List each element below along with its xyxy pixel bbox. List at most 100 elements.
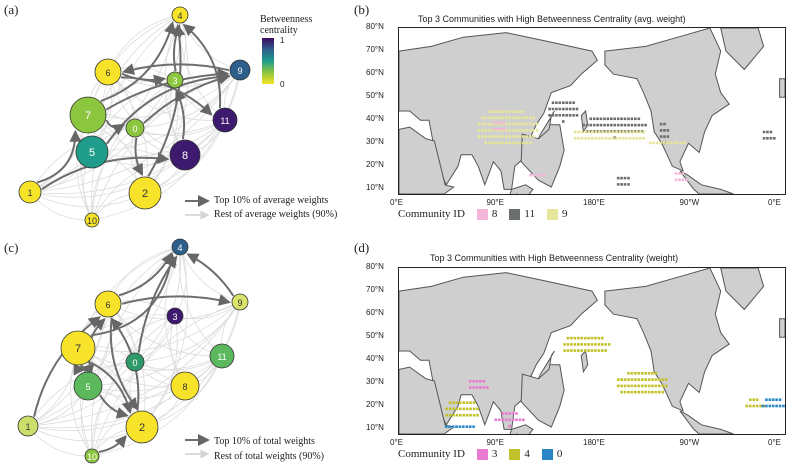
community-11-cell <box>627 117 630 121</box>
community-4-cell <box>455 401 459 404</box>
community-4-cell <box>620 378 623 381</box>
community-9-cell <box>591 130 594 134</box>
community-4-cell <box>590 336 594 340</box>
community-3-cell <box>501 412 505 415</box>
strong-edge <box>36 129 82 184</box>
node-label-6: 6 <box>105 300 110 310</box>
community-11-cell <box>599 123 603 127</box>
community-4-cell <box>627 378 630 381</box>
community-8-cell <box>502 127 506 131</box>
community-9-cell <box>518 122 522 126</box>
x-tick-label: 90°W <box>679 198 700 207</box>
community-4-cell <box>587 336 590 340</box>
legend-swatch-0 <box>541 448 553 460</box>
community-0-cell <box>782 404 785 408</box>
community-11-cell <box>616 130 620 133</box>
community-9-cell <box>635 137 639 140</box>
node-label-2: 2 <box>142 188 148 200</box>
colorbar-min: 0 <box>280 80 285 89</box>
community-9-cell <box>504 110 508 113</box>
community-8-cell <box>492 127 496 131</box>
community-11-cell <box>562 107 565 111</box>
land-islands <box>509 184 534 194</box>
community-11-cell <box>568 101 572 104</box>
community-9-cell <box>511 110 515 113</box>
community-0-cell <box>765 398 768 401</box>
community-11-cell <box>769 137 773 140</box>
node-label-2: 2 <box>139 422 145 434</box>
community-4-cell <box>448 401 452 404</box>
community-3-cell <box>508 418 511 422</box>
community-11-cell <box>630 123 634 127</box>
community-11-cell <box>637 117 641 121</box>
map-b <box>398 27 786 195</box>
community-0-cell <box>458 425 462 428</box>
community-8-cell <box>536 173 539 177</box>
weak-edge <box>144 69 241 194</box>
community-11-cell <box>565 107 568 111</box>
node-label-9: 9 <box>237 66 242 76</box>
community-11-cell <box>589 117 592 121</box>
node-2 <box>128 176 162 210</box>
community-3-cell <box>515 412 518 415</box>
community-3-cell <box>468 380 472 383</box>
community-11-cell <box>769 130 773 134</box>
community-9-cell <box>522 135 525 138</box>
node-8 <box>169 139 201 171</box>
strong-edge <box>121 294 231 306</box>
community-9-cell <box>515 141 518 145</box>
node-label-4: 4 <box>177 11 182 21</box>
community-9-cell <box>498 141 501 145</box>
node-6 <box>94 290 122 318</box>
community-9-cell <box>525 129 529 132</box>
community-0-cell <box>771 404 775 408</box>
land-australia <box>520 364 565 428</box>
community-4-cell <box>587 349 590 352</box>
community-4-cell <box>580 349 583 352</box>
community-8-cell <box>685 178 688 182</box>
community-4-cell <box>566 343 570 346</box>
community-0-cell <box>472 425 475 428</box>
community-11-cell <box>582 123 586 127</box>
community-11-cell <box>596 123 599 127</box>
community-9-cell <box>518 129 522 132</box>
weak-edge <box>141 315 178 428</box>
community-9-cell <box>577 137 580 140</box>
community-9-cell <box>591 137 594 140</box>
legend-id-0: 0 <box>556 448 563 460</box>
y-tick-label: 60°N <box>366 308 384 318</box>
community-9-cell <box>628 137 632 140</box>
community-4-cell <box>664 378 668 381</box>
community-9-cell <box>522 122 525 126</box>
community-4-cell <box>462 407 466 411</box>
community-11-cell <box>627 123 630 127</box>
community-4-cell <box>590 349 594 352</box>
community-4-cell <box>752 398 755 401</box>
community-9-cell <box>511 129 515 132</box>
community-11-cell <box>562 114 565 117</box>
community-9-cell <box>679 141 683 145</box>
community-11-cell <box>551 107 555 111</box>
community-4-cell <box>752 404 755 408</box>
land-central-america <box>679 170 734 194</box>
legend-id-11: 11 <box>524 208 536 220</box>
community-11-cell <box>575 107 579 111</box>
community-9-cell <box>487 129 491 132</box>
community-8-cell <box>529 173 532 177</box>
node-label-10: 10 <box>87 216 97 226</box>
community-0-cell <box>765 404 768 408</box>
community-3-cell <box>508 424 511 428</box>
y-tick-label: 60°N <box>366 68 384 78</box>
community-4-cell <box>573 349 577 352</box>
x-tick-label: 0°E <box>768 438 781 447</box>
community-8-cell <box>532 173 536 177</box>
community-11-cell <box>616 123 620 127</box>
weak-edge <box>107 71 226 121</box>
community-9-cell <box>480 135 484 138</box>
community-4-cell <box>580 336 583 340</box>
community-4-cell <box>637 384 641 388</box>
map-b-legend-label: Community ID <box>398 208 465 220</box>
community-9-cell <box>618 137 622 140</box>
community-4-cell <box>661 390 665 394</box>
legend-id-4: 4 <box>524 448 530 460</box>
